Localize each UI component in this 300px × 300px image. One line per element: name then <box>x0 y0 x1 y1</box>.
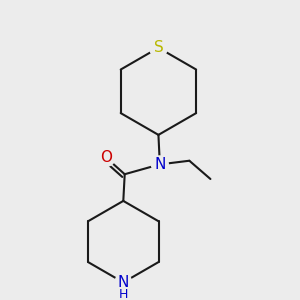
Circle shape <box>115 274 132 291</box>
Text: S: S <box>154 40 163 55</box>
Text: N: N <box>154 157 166 172</box>
Text: N: N <box>118 275 129 290</box>
Text: O: O <box>100 150 112 165</box>
Circle shape <box>152 156 168 173</box>
Text: H: H <box>118 288 128 300</box>
Circle shape <box>149 39 167 57</box>
Circle shape <box>98 149 115 166</box>
